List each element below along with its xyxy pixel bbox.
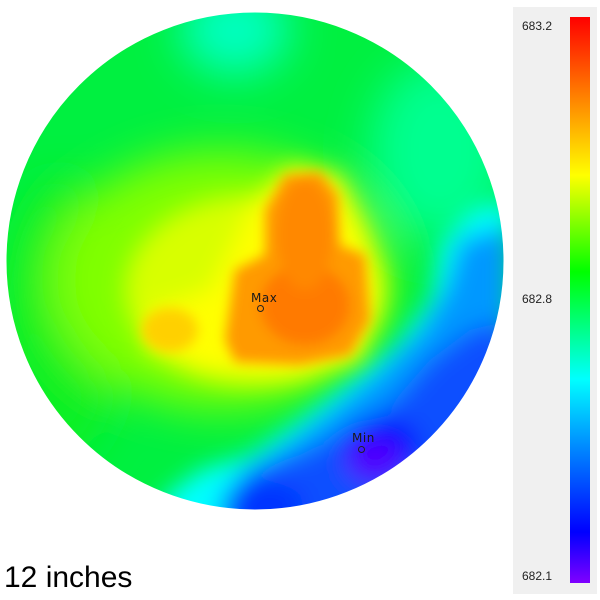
- min-marker-label: Min: [352, 431, 375, 445]
- legend-tick-max: 683.2: [522, 19, 553, 33]
- legend-tick-min: 682.1: [522, 569, 553, 583]
- max-marker-label: Max: [251, 291, 278, 305]
- wafer-map: [5, 11, 505, 511]
- colorbar-gradient: [570, 17, 590, 583]
- scale-label: 12 inches: [4, 561, 133, 594]
- color-legend: 683.2 682.8 682.1: [513, 7, 597, 594]
- min-marker-icon: [358, 446, 365, 453]
- max-marker-icon: [257, 305, 264, 312]
- legend-tick-mid: 682.8: [522, 292, 553, 306]
